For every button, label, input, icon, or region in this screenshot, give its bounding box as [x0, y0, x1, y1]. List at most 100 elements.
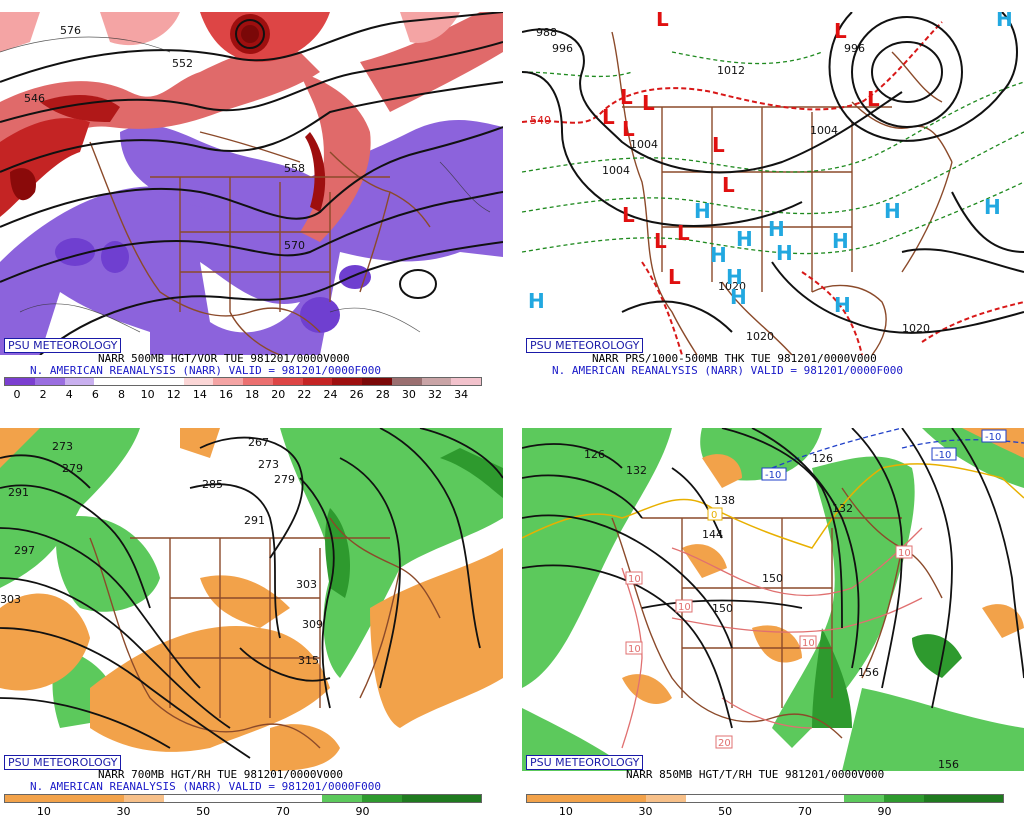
height-label: 291 — [244, 514, 265, 527]
isobar-label: 1020 — [746, 330, 774, 343]
colorbar-swatch — [124, 795, 164, 802]
colorbar-swatch — [64, 378, 95, 385]
colorbar-swatch — [5, 378, 35, 385]
map-borders-1 — [89, 131, 431, 355]
isotherm-label: -10 — [985, 432, 1001, 443]
caption-line-1: NARR 500MB HGT/VOR TUE 981201/0000V000 — [98, 352, 350, 365]
colorbar-swatch — [844, 795, 885, 802]
height-label: 150 — [712, 602, 733, 615]
caption-line-2: N. AMERICAN REANALYSIS (NARR) VALID = 98… — [30, 364, 381, 377]
colorbar-tick-label: 18 — [245, 388, 260, 401]
high-pressure-center: H — [996, 12, 1013, 31]
high-pressure-center: H — [832, 229, 849, 253]
colorbar-swatch — [332, 378, 362, 385]
colorbar-tick-label: 8 — [118, 388, 126, 401]
colorbar-tick-label: 10 — [558, 805, 573, 818]
height-labels-500: 546 552 558 570 576 — [24, 24, 305, 252]
rh-700-map: 273 279 267 273 279 285 291 297 303 291 … — [0, 428, 503, 771]
high-pressure-center: H — [736, 227, 753, 251]
caption-line-1: NARR 850MB HGT/T/RH TUE 981201/0000V000 — [626, 768, 885, 781]
height-contours-500 — [0, 12, 503, 355]
map-borders-3 — [89, 517, 441, 749]
low-pressure-center: L — [677, 221, 690, 245]
panel-500mb-vorticity: 546 552 558 570 576 PSU METEOROLOGY NARR… — [0, 12, 503, 402]
vorticity-colorbar — [4, 377, 482, 386]
high-pressure-center: H — [984, 195, 1001, 219]
isotherms-cold — [771, 428, 1024, 469]
rh-colorbar — [4, 794, 482, 803]
colorbar-tick-label: 34 — [454, 388, 469, 401]
panel-pressure-thickness: 988 996 996 1004 1004 1012 1004 1020 102… — [522, 12, 1024, 402]
colorbar-tick-label: 6 — [91, 388, 99, 401]
colorbar-tick-label: 4 — [65, 388, 73, 401]
height-label: 138 — [714, 494, 735, 507]
vorticity-map: 546 552 558 570 576 — [0, 12, 503, 355]
colorbar-tick-label: 28 — [375, 388, 390, 401]
colorbar-tick-label: 70 — [275, 805, 290, 818]
isotherm-label: 10 — [628, 574, 641, 585]
thickness-cold-contours — [522, 21, 1024, 355]
colorbar-swatch — [34, 378, 65, 385]
psu-meteorology-badge: PSU METEOROLOGY — [526, 338, 644, 353]
pressure-thickness-map: 988 996 996 1004 1004 1012 1004 1020 102… — [522, 12, 1024, 355]
colorbar-tick-label: 26 — [349, 388, 364, 401]
height-label: 156 — [938, 758, 959, 771]
colorbar-tick-label: 14 — [192, 388, 207, 401]
low-pressure-center: L — [642, 91, 655, 115]
colorbar-tick-label: 32 — [427, 388, 442, 401]
colorbar-swatch — [725, 795, 766, 802]
isotherm-label: 10 — [802, 638, 815, 649]
colorbar-swatch — [213, 378, 243, 385]
colorbar-swatch — [5, 795, 45, 802]
high-pressure-center: H — [884, 199, 901, 223]
isobar-label: 988 — [536, 26, 557, 39]
low-pressure-center: L — [620, 85, 633, 109]
caption-line-2: N. AMERICAN REANALYSIS (NARR) VALID = 98… — [30, 780, 381, 793]
colorbar-tick-label: 50 — [718, 805, 733, 818]
colorbar-tick-label: 20 — [271, 388, 286, 401]
height-label: 144 — [702, 528, 723, 541]
vorticity-colorbar-ticks: 0 2 4 6 8 10 12 14 16 18 20 22 24 26 28 30 32 34 — [4, 388, 482, 402]
colorbar-swatch — [884, 795, 924, 802]
colorbar-swatch — [685, 795, 726, 802]
high-pressure-center: H — [768, 217, 785, 241]
colorbar-tick-label: 10 — [140, 388, 155, 401]
colorbar-swatch — [183, 378, 214, 385]
colorbar-tick-label: 50 — [196, 805, 211, 818]
colorbar-swatch — [44, 795, 85, 802]
isobar-label: 1004 — [810, 124, 838, 137]
caption-line-1: NARR PRS/1000-500MB THK TUE 981201/0000V… — [592, 352, 877, 365]
colorbar-swatch — [804, 795, 845, 802]
colorbar-swatch — [243, 795, 283, 802]
height-label: 546 — [24, 92, 45, 105]
height-label: 570 — [284, 239, 305, 252]
colorbar-swatch — [163, 795, 204, 802]
rh-colorbar — [526, 794, 1004, 803]
colorbar-tick-label: 30 — [638, 805, 653, 818]
isobar-label: 996 — [552, 42, 573, 55]
height-labels-700: 273 279 267 273 279 285 291 297 303 291 … — [0, 436, 323, 667]
freezing-line — [522, 463, 1024, 549]
low-pressure-center: L — [622, 117, 635, 141]
colorbar-swatch — [527, 795, 567, 802]
high-pressure-center: H — [834, 293, 851, 317]
height-label: 285 — [202, 478, 223, 491]
colorbar-swatch — [124, 378, 154, 385]
colorbar-tick-label: 10 — [36, 805, 51, 818]
psu-meteorology-badge: PSU METEOROLOGY — [4, 755, 122, 770]
colorbar-tick-label: 22 — [297, 388, 312, 401]
height-label: 315 — [298, 654, 319, 667]
colorbar-tick-label: 0 — [13, 388, 21, 401]
colorbar-tick-label: 70 — [797, 805, 812, 818]
colorbar-tick-label: 90 — [355, 805, 370, 818]
rh-colorbar-ticks: 10 30 50 70 90 — [526, 805, 1004, 819]
high-pressure-center: H — [726, 265, 743, 289]
map-borders-2 — [611, 31, 953, 355]
colorbar-swatch — [94, 378, 124, 385]
isotherm-label: 20 — [718, 738, 731, 749]
psu-meteorology-badge: PSU METEOROLOGY — [526, 755, 644, 770]
colorbar-swatch — [272, 378, 303, 385]
isotherms-warm — [621, 527, 923, 749]
colorbar-swatch — [282, 795, 323, 802]
rh-colorbar-ticks: 10 30 50 70 90 — [4, 805, 482, 819]
